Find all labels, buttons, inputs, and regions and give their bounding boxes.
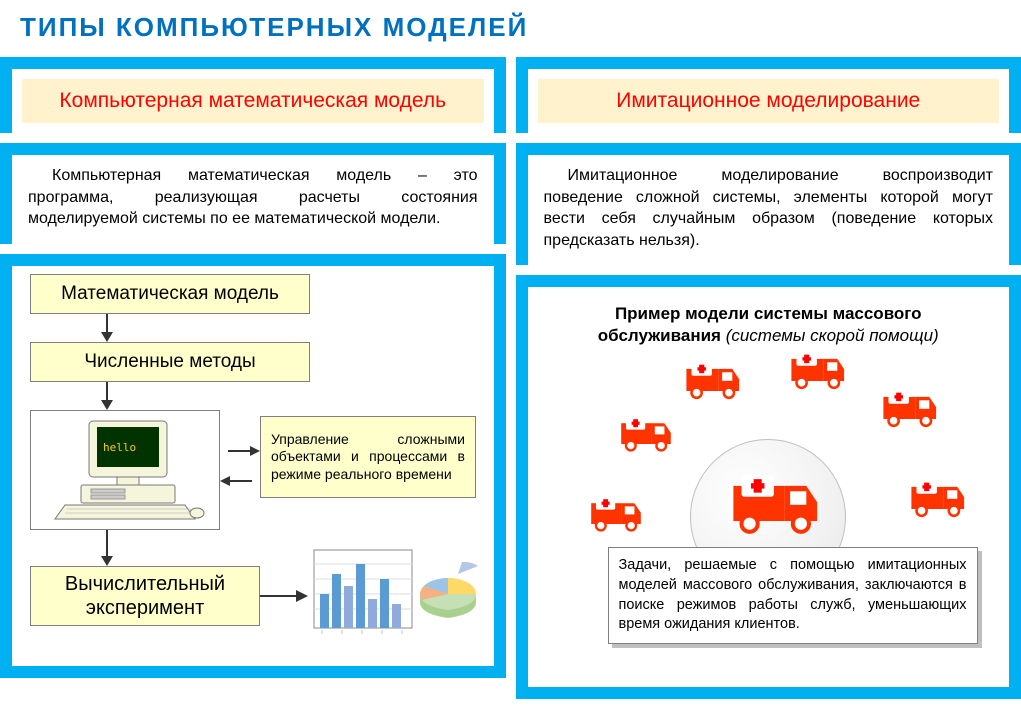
arrow-down-3	[97, 530, 117, 566]
flow-node-math-model: Математическая модель	[30, 274, 310, 314]
page-title: ТИПЫ КОМПЬЮТЕРНЫХ МОДЕЛЕЙ	[0, 0, 1021, 57]
right-desc-block: Имитационное моделирование воспроизводит…	[516, 143, 1021, 265]
ambulance-icon	[588, 492, 644, 537]
flow-side-note: Управление сложными объектами и процесса…	[260, 416, 476, 498]
computer-icon: hello	[45, 417, 205, 522]
task-box: Задачи, решаемые с помощью имитационных …	[608, 547, 978, 643]
ambulance-icon	[683, 357, 743, 405]
ambulance-icon	[618, 412, 674, 457]
left-column: Компьютерная математическая модель Компь…	[0, 57, 506, 699]
right-diagram-block: Пример модели системы массового обслужив…	[516, 275, 1021, 699]
arrow-bi-right	[220, 436, 260, 496]
right-heading: Имитационное моделирование	[538, 79, 1000, 123]
ambulance-icon	[728, 467, 823, 540]
ambulance-icon	[880, 385, 940, 433]
ambulance-icon	[788, 347, 848, 395]
flow-node-numeric-methods: Численные методы	[30, 342, 310, 382]
svg-text:hello: hello	[103, 441, 136, 454]
left-heading-block: Компьютерная математическая модель	[0, 57, 506, 133]
left-diagram: Математическая модель Численные методы	[12, 266, 494, 666]
ambulance-icon	[908, 475, 968, 523]
left-desc: Компьютерная математическая модель – это…	[12, 155, 494, 244]
arrow-right-chart	[260, 586, 308, 606]
chart-icon	[312, 544, 480, 644]
right-heading-block: Имитационное моделирование	[516, 57, 1021, 133]
main-grid: Компьютерная математическая модель Компь…	[0, 57, 1021, 699]
left-heading: Компьютерная математическая модель	[22, 79, 484, 123]
arrow-down-1	[97, 314, 117, 342]
right-column: Имитационное моделирование Имитационное …	[516, 57, 1021, 699]
right-desc: Имитационное моделирование воспроизводит…	[528, 155, 1010, 265]
flow-node-computer: hello	[30, 410, 220, 530]
left-desc-block: Компьютерная математическая модель – это…	[0, 143, 506, 244]
left-diagram-block: Математическая модель Численные методы	[0, 254, 506, 678]
flow-node-experiment: Вычислительный эксперимент	[30, 566, 260, 626]
right-diagram: Пример модели системы массового обслужив…	[528, 287, 1010, 687]
arrow-down-2	[97, 382, 117, 410]
